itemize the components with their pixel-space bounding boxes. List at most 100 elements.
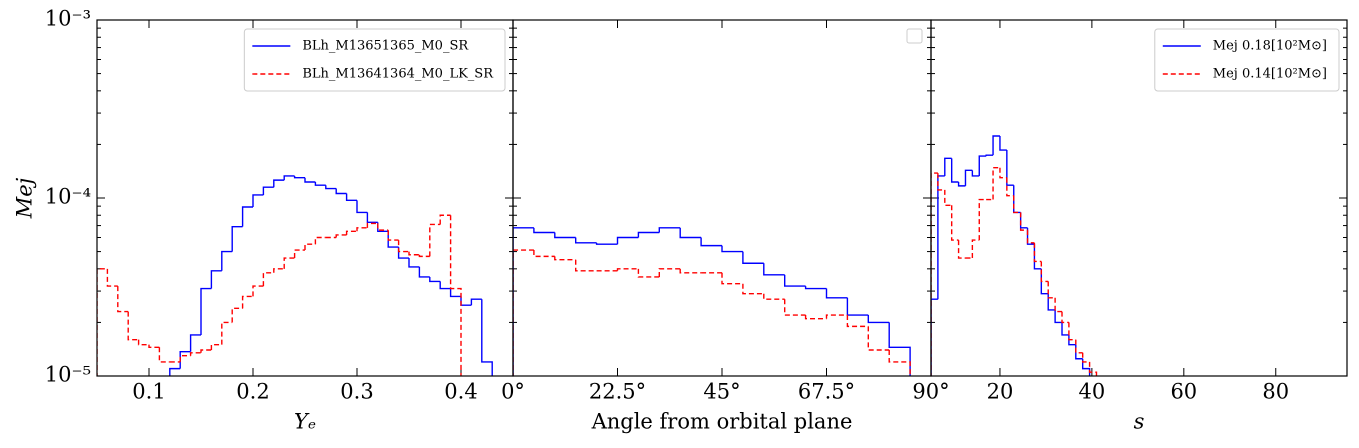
hist-bin [356, 200, 368, 214]
hist-bin [241, 206, 253, 227]
hist-bin [1088, 361, 1098, 376]
hist-bin [1068, 322, 1076, 341]
hist-bin [231, 225, 243, 252]
hist-bin [189, 334, 201, 352]
hist-bin [1006, 150, 1014, 186]
hist-bin [1068, 334, 1076, 346]
hist-bin [971, 170, 980, 177]
x-tick-label: 0.1 [132, 380, 165, 404]
x-tick-label: 45° [703, 380, 740, 404]
hist-bin [221, 321, 233, 345]
hist-bin [158, 347, 170, 363]
hist-bin [513, 227, 534, 376]
hist-bin [377, 223, 389, 231]
empty-legend [906, 28, 923, 44]
hist-bin [1075, 344, 1083, 360]
hist-bin [944, 189, 952, 206]
hist-bin [314, 181, 326, 186]
hist-bin [784, 274, 806, 287]
x-tick-label: 22.5° [589, 380, 646, 404]
hist-bin [867, 326, 890, 351]
x-tick-label: 0.3 [340, 380, 373, 404]
hist-bin [1019, 212, 1028, 231]
hist-bin [408, 258, 420, 268]
hist-bin [314, 236, 326, 245]
hist-bin [616, 236, 639, 245]
hist-bin [97, 268, 108, 376]
hist-bin [637, 231, 660, 238]
hist-bin [931, 172, 938, 376]
hist-bin [241, 295, 253, 309]
hist-bin [304, 243, 316, 251]
hist-bin [418, 266, 430, 278]
hist-bin [658, 268, 681, 277]
hist-bin [345, 230, 357, 235]
hist-bin [481, 299, 493, 376]
hist-bin [1054, 297, 1063, 313]
hist-bin [1047, 293, 1056, 311]
legend-label: Mej 0.14[10²M⊙] [1213, 67, 1327, 82]
hist-bin [888, 349, 911, 376]
hist-bin [408, 251, 420, 256]
hist-bin [1075, 339, 1083, 354]
hist-bin [429, 276, 441, 283]
hist-bin [944, 157, 952, 176]
hist-bin [1006, 177, 1014, 197]
hist-bin [1054, 309, 1063, 324]
hist-bin [888, 322, 911, 376]
hist-bin [210, 343, 222, 350]
hist-bin [937, 175, 945, 300]
hist-bin [325, 185, 337, 190]
y-tick-label: 10⁻⁵ [45, 363, 91, 387]
hist-bin [700, 237, 722, 247]
legend-box [1154, 28, 1340, 92]
hist-bin [293, 249, 305, 259]
hist-bin [971, 239, 980, 259]
hist-bin [366, 212, 378, 224]
hist-bin [1061, 311, 1069, 324]
hist-bin [1040, 268, 1049, 295]
hist-bin [189, 352, 201, 356]
hist-bin [1040, 261, 1049, 283]
y-tick-label: 10⁻³ [45, 7, 91, 31]
hist-bin [742, 251, 764, 264]
hist-bin [200, 287, 212, 335]
hist-bin [985, 154, 994, 157]
legend-box [243, 28, 506, 92]
hist-bin [439, 214, 451, 225]
hist-bin [262, 272, 274, 287]
hist-bin [1033, 242, 1042, 263]
hist-bin [575, 259, 597, 272]
hist-bin [637, 268, 660, 278]
hist-bin [1081, 358, 1091, 376]
hist-bin [679, 227, 702, 239]
hist-bin [1013, 185, 1021, 214]
hist-bin [439, 281, 451, 290]
x-axis-label: Yₑ [294, 410, 316, 434]
hist-bin [1047, 281, 1056, 299]
x-tick-label: 0° [501, 380, 525, 404]
hist-bin [804, 286, 827, 290]
hist-bin [1081, 352, 1090, 363]
hist-bin [554, 232, 576, 239]
hist-bin [200, 349, 212, 353]
hist-bin [999, 136, 1007, 151]
hist-bin [937, 173, 945, 191]
y-tick-label: 10⁻⁴ [45, 185, 91, 209]
hist-bin [387, 231, 399, 248]
hist-bin [335, 188, 347, 195]
hist-bin [721, 272, 743, 285]
hist-bin [106, 268, 118, 287]
hist-bin [595, 242, 618, 245]
hist-bin [397, 247, 409, 259]
hist-bin [293, 175, 305, 179]
hist-bin [418, 254, 430, 258]
hist-bin [356, 227, 368, 232]
hist-bin [1033, 244, 1042, 270]
hist-bin [533, 227, 555, 234]
hist-bin [825, 314, 848, 319]
y-axis-label: Mej [13, 177, 37, 219]
hist-bin [950, 158, 959, 183]
axes-frame [930, 19, 1348, 377]
